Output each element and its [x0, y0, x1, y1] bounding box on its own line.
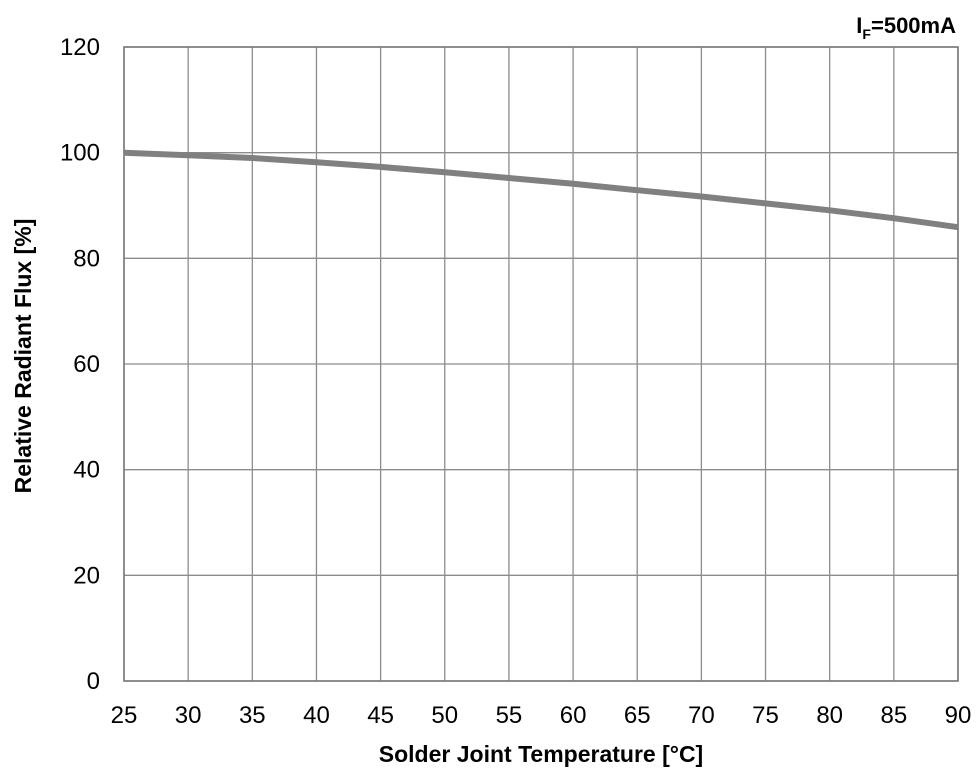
- y-tick-labels: 0 20 40 60 80 100 120: [60, 34, 100, 695]
- series-layer: [123, 149, 959, 231]
- y-tick-label: 40: [73, 457, 100, 484]
- y-tick-label: 20: [73, 562, 100, 589]
- plot-frame: [123, 46, 959, 682]
- x-tick-label: 55: [496, 702, 523, 729]
- x-tick-label: 70: [688, 702, 715, 729]
- annotation-main: I: [856, 13, 862, 38]
- x-tick-label: 65: [624, 702, 651, 729]
- y-tick-label: 100: [60, 140, 100, 167]
- x-tick-label: 25: [111, 702, 138, 729]
- x-tick-label: 50: [431, 702, 458, 729]
- series-line: [123, 149, 959, 231]
- grid: [123, 46, 959, 682]
- annotation-subscript: F: [862, 26, 871, 42]
- x-tick-label: 45: [367, 702, 394, 729]
- x-tick-label: 85: [880, 702, 907, 729]
- y-axis-title: Relative Radiant Flux [%]: [10, 219, 36, 494]
- x-tick-label: 40: [303, 702, 330, 729]
- x-tick-label: 30: [175, 702, 202, 729]
- current-annotation: IF=500mA: [856, 13, 956, 42]
- x-tick-label: 90: [945, 702, 972, 729]
- x-tick-label: 60: [560, 702, 587, 729]
- y-tick-label: 80: [73, 245, 100, 272]
- y-tick-label: 120: [60, 34, 100, 61]
- x-tick-label: 35: [239, 702, 266, 729]
- x-tick-label: 75: [752, 702, 779, 729]
- x-axis-title: Solder Joint Temperature [°C]: [379, 741, 703, 767]
- y-tick-label: 60: [73, 351, 100, 378]
- x-tick-labels: 25 30 35 40 45 50 55 60 65 70 75 80 85 90: [111, 702, 972, 729]
- y-tick-label: 0: [87, 668, 100, 695]
- x-tick-label: 80: [816, 702, 843, 729]
- annotation-rest: =500mA: [871, 13, 956, 38]
